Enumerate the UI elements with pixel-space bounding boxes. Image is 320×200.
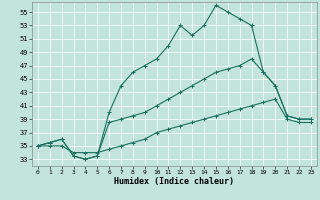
X-axis label: Humidex (Indice chaleur): Humidex (Indice chaleur) — [115, 177, 234, 186]
